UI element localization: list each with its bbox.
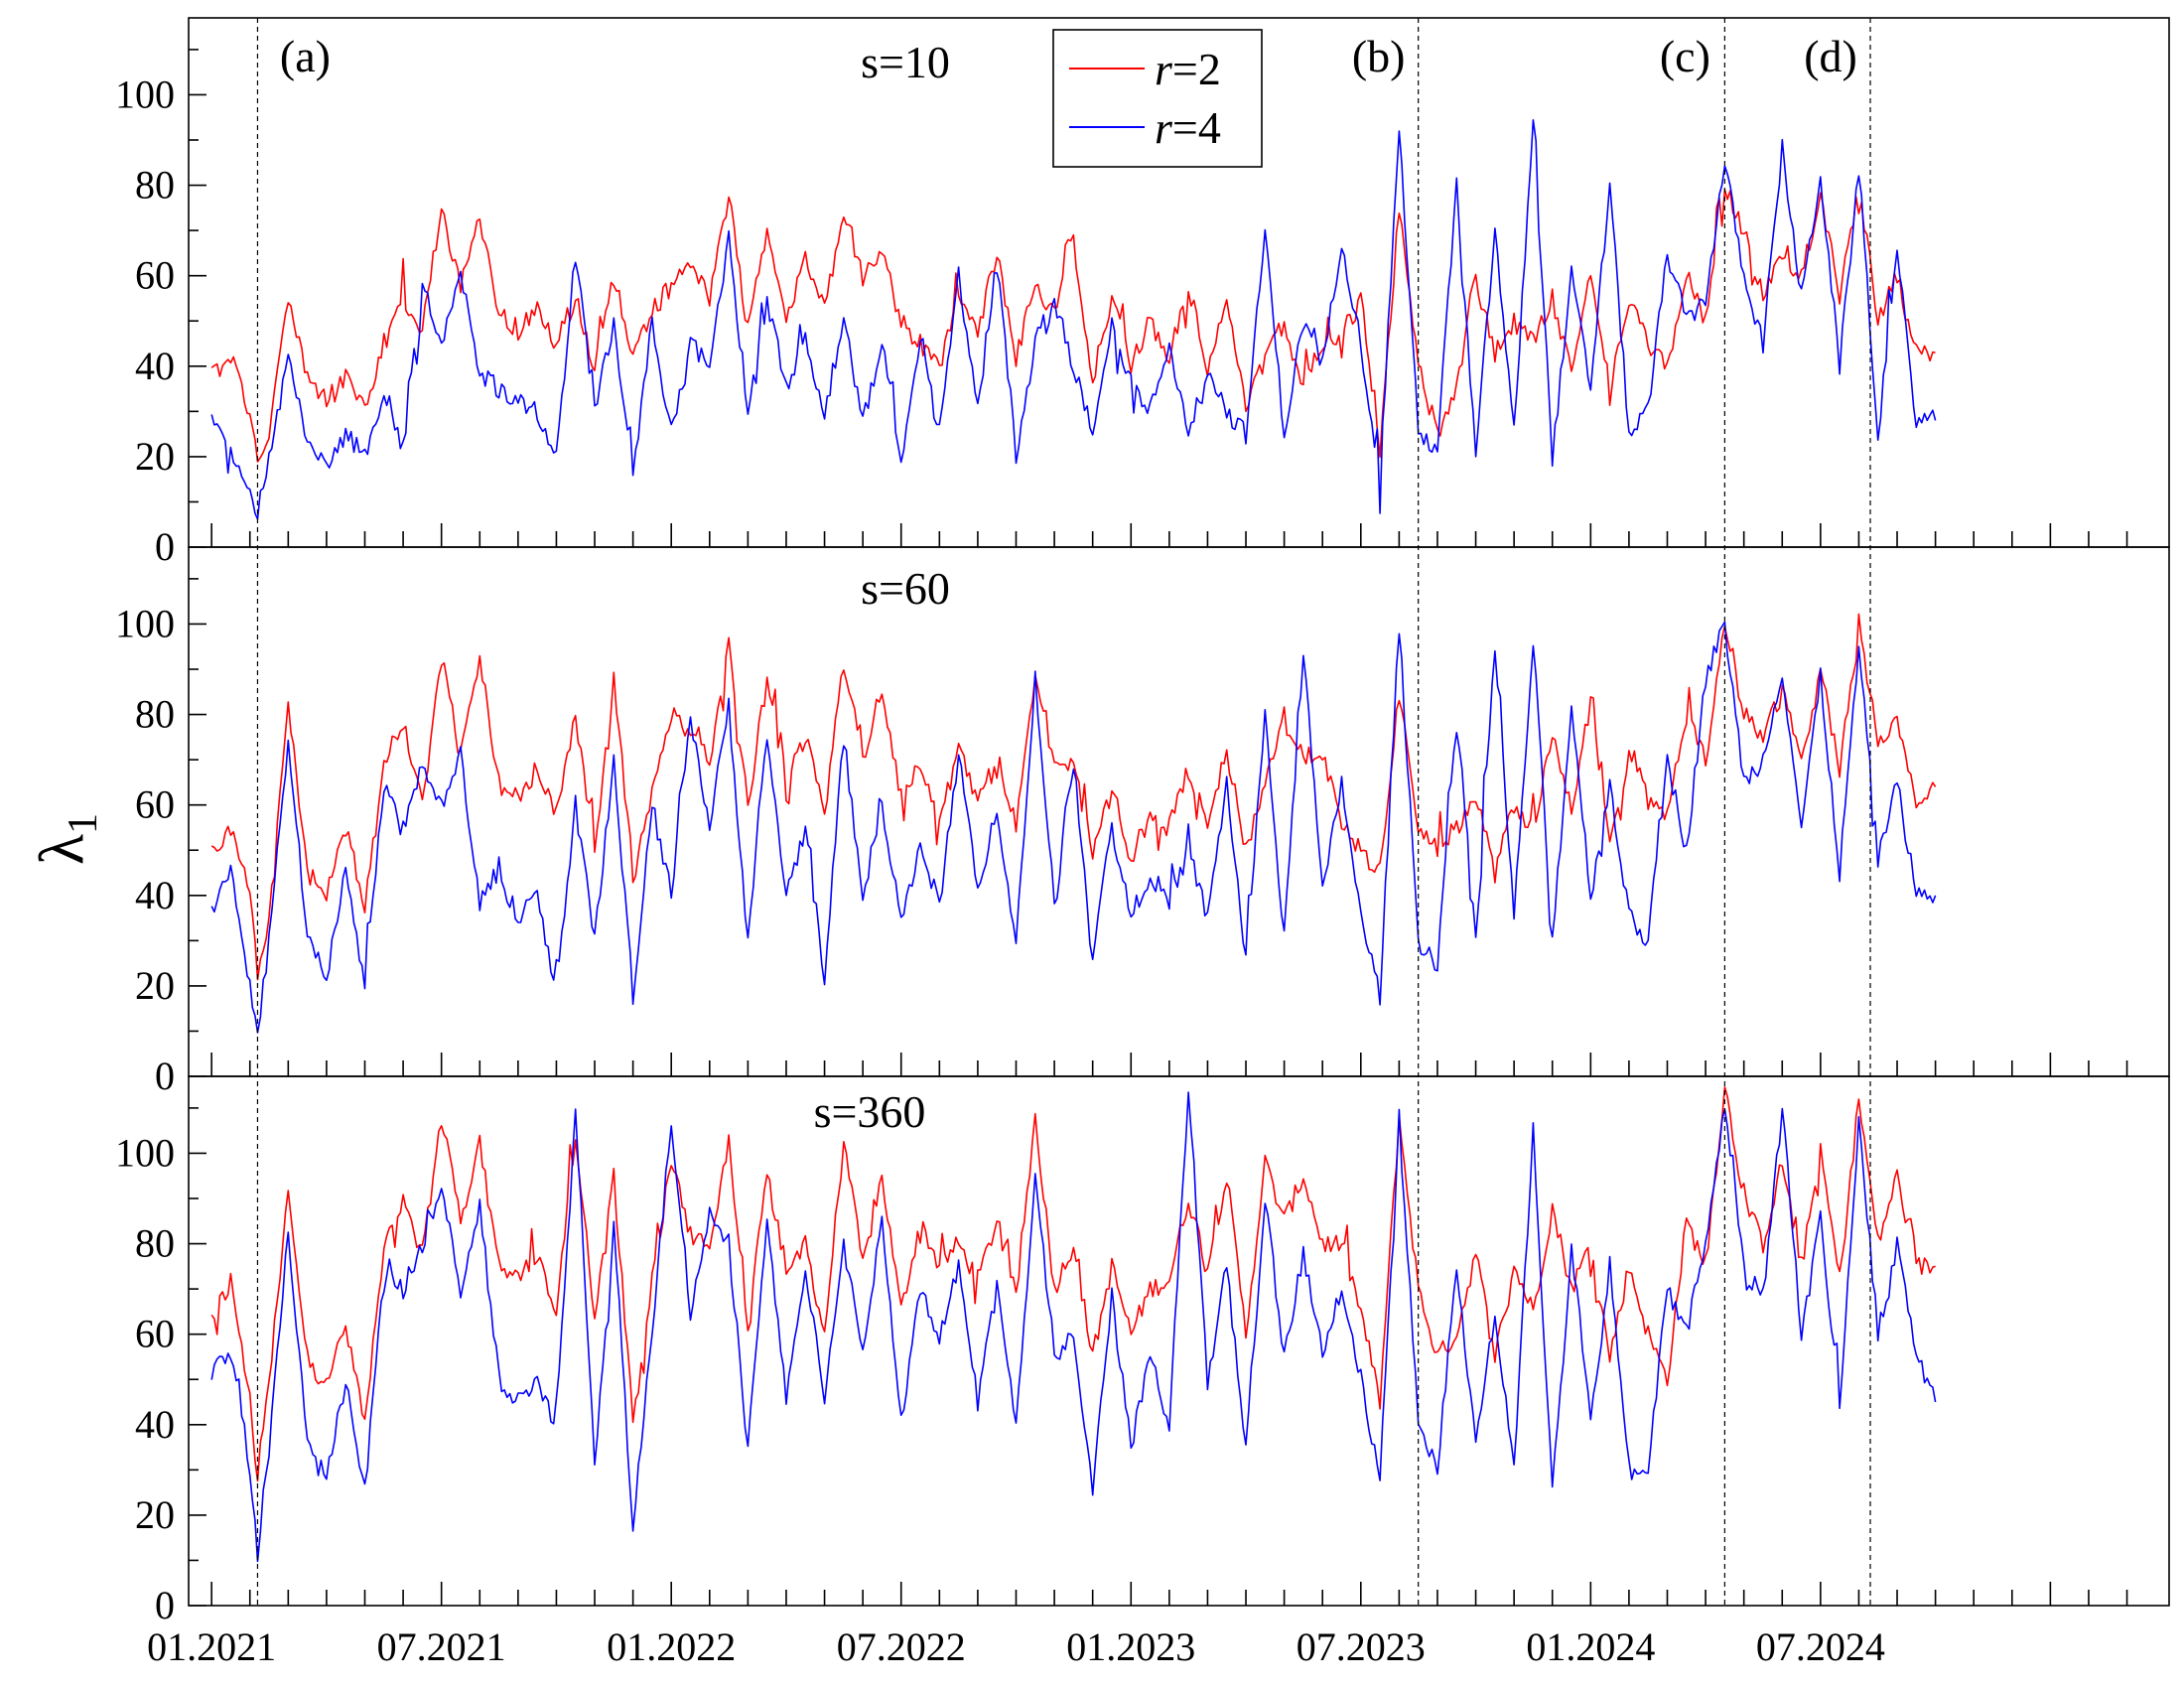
y-axis-label: λ1 bbox=[26, 813, 106, 865]
x-tick-label: 07.2022 bbox=[837, 1624, 966, 1669]
y-tick-label: 20 bbox=[135, 1492, 175, 1537]
event-label: (c) bbox=[1660, 31, 1710, 81]
legend-label-r4: r=4 bbox=[1155, 102, 1221, 153]
y-tick-label: 40 bbox=[135, 873, 175, 917]
panel-title: s=360 bbox=[814, 1086, 926, 1137]
x-tick-label: 01.2022 bbox=[607, 1624, 736, 1669]
x-tick-label: 01.2021 bbox=[147, 1624, 276, 1669]
event-label: (a) bbox=[280, 31, 331, 81]
legend-label-r4-val: =4 bbox=[1172, 102, 1221, 153]
y-tick-label: 0 bbox=[155, 1054, 175, 1098]
x-tick-label: 07.2021 bbox=[377, 1624, 506, 1669]
legend-label-r4-var: r bbox=[1155, 102, 1173, 153]
legend: r=2 r=4 bbox=[1052, 29, 1263, 168]
y-tick-label: 60 bbox=[135, 253, 175, 298]
y-tick-label: 40 bbox=[135, 344, 175, 388]
legend-box bbox=[1052, 29, 1263, 168]
y-tick-label: 20 bbox=[135, 963, 175, 1008]
y-tick-label: 20 bbox=[135, 434, 175, 479]
y-tick-label: 80 bbox=[135, 692, 175, 737]
panel-title: s=60 bbox=[861, 563, 950, 614]
y-tick-label: 60 bbox=[135, 782, 175, 827]
event-markers: (a) (b) (c) (d) bbox=[256, 18, 1871, 1606]
series-line-r4 bbox=[210, 119, 1937, 520]
y-axis-label-sub: 1 bbox=[61, 813, 106, 834]
legend-label-r2-var: r bbox=[1155, 44, 1173, 94]
panel-s60: 0 20 40 60 80 100 s=60 bbox=[115, 546, 2170, 1098]
series-line-r2 bbox=[210, 1086, 1936, 1482]
panel-s360: 0 20 40 60 80 100 s=360 bbox=[115, 1075, 2170, 1627]
y-tick-label: 100 bbox=[115, 601, 175, 645]
series-line-r4 bbox=[210, 621, 1937, 1034]
svg-text:λ1: λ1 bbox=[26, 813, 106, 865]
panel-frame bbox=[188, 1075, 2170, 1607]
x-tick-label: 01.2024 bbox=[1526, 1624, 1655, 1669]
y-tick-label: 60 bbox=[135, 1312, 175, 1356]
x-tick-label: 07.2023 bbox=[1297, 1624, 1426, 1669]
panel-s10: 0 20 40 60 80 100 s=10 bbox=[115, 17, 2170, 569]
y-tick-label: 100 bbox=[115, 71, 175, 116]
panel-title: s=10 bbox=[861, 37, 950, 87]
y-tick-label: 0 bbox=[155, 524, 175, 569]
y-tick-label: 80 bbox=[135, 163, 175, 208]
y-axis-label-main: λ bbox=[26, 834, 96, 865]
x-tick-label: 07.2024 bbox=[1756, 1624, 1885, 1669]
legend-label-r2: r=2 bbox=[1155, 44, 1221, 94]
legend-label-r2-val: =2 bbox=[1172, 44, 1221, 94]
y-tick-label: 0 bbox=[155, 1583, 175, 1627]
x-tick-label: 01.2023 bbox=[1066, 1624, 1195, 1669]
y-tick-label: 40 bbox=[135, 1402, 175, 1447]
event-label: (d) bbox=[1804, 31, 1857, 81]
series-line-r4 bbox=[210, 1091, 1937, 1563]
x-tick-labels: 01.2021 07.2021 01.2022 07.2022 01.2023 07.20… bbox=[147, 1624, 1885, 1669]
y-tick-label: 80 bbox=[135, 1221, 175, 1266]
y-tick-label: 100 bbox=[115, 1130, 175, 1175]
event-label: (b) bbox=[1352, 31, 1406, 81]
series-line-r2 bbox=[210, 189, 1936, 463]
series-line-r2 bbox=[210, 613, 1937, 981]
